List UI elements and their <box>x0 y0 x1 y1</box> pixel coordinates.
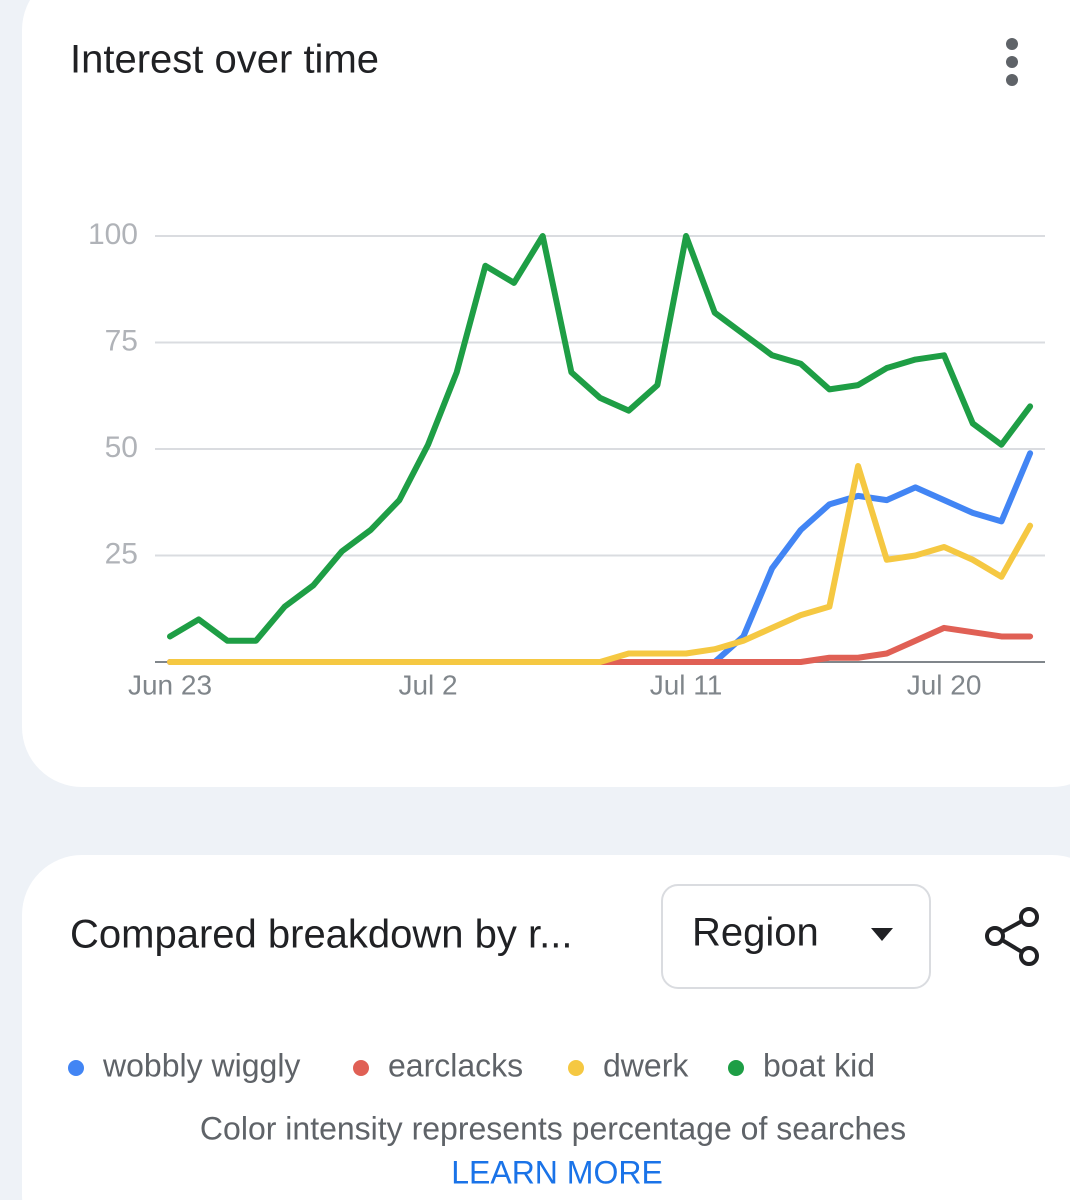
plot: 25 50 75 100 Jun 23 Jul 2 Jul 11 Jul 20 <box>88 218 1045 700</box>
legend-label: earclacks <box>388 1047 523 1083</box>
x-tick-label: Jul 20 <box>907 669 982 700</box>
x-tick-label: Jul 11 <box>650 669 723 700</box>
breakdown-title: Compared breakdown by r... <box>70 913 572 957</box>
legend-marker <box>68 1060 84 1076</box>
share-node <box>1019 907 1039 927</box>
x-tick-label: Jun 23 <box>128 669 212 700</box>
share-node <box>985 926 1005 946</box>
legend-label: boat kid <box>763 1047 875 1083</box>
dropdown-label: Region <box>692 911 819 955</box>
dropdown-arrow <box>871 928 893 941</box>
card-title: Interest over time <box>70 38 379 82</box>
menu-dot <box>1006 74 1018 86</box>
y-tick-label: 100 <box>88 218 138 251</box>
y-tick-label: 75 <box>105 324 138 357</box>
menu-dot <box>1006 38 1018 50</box>
dropdown-box <box>661 884 931 989</box>
share-button[interactable] <box>985 907 1039 966</box>
legend-marker <box>353 1060 369 1076</box>
legend-label: dwerk <box>603 1047 689 1083</box>
legend-label: wobbly wiggly <box>102 1047 300 1083</box>
x-tick-label: Jul 2 <box>398 669 457 700</box>
series-line <box>167 463 1034 665</box>
region-dropdown[interactable]: Region <box>661 884 931 989</box>
menu-button[interactable] <box>1006 38 1018 86</box>
note: Color intensity represents percentage of… <box>200 1110 906 1146</box>
legend-marker <box>568 1060 584 1076</box>
series-line <box>167 233 1034 644</box>
legend: wobbly wiggly earclacks dwerk boat kid <box>68 1047 875 1083</box>
interest-card <box>22 0 1070 787</box>
legend-marker <box>728 1060 744 1076</box>
y-tick-label: 25 <box>105 537 138 570</box>
share-node <box>1019 946 1039 966</box>
menu-dot <box>1006 56 1018 68</box>
y-tick-label: 50 <box>105 431 138 464</box>
share-link <box>1000 919 1024 954</box>
learn-more-link[interactable]: LEARN MORE <box>451 1154 663 1190</box>
